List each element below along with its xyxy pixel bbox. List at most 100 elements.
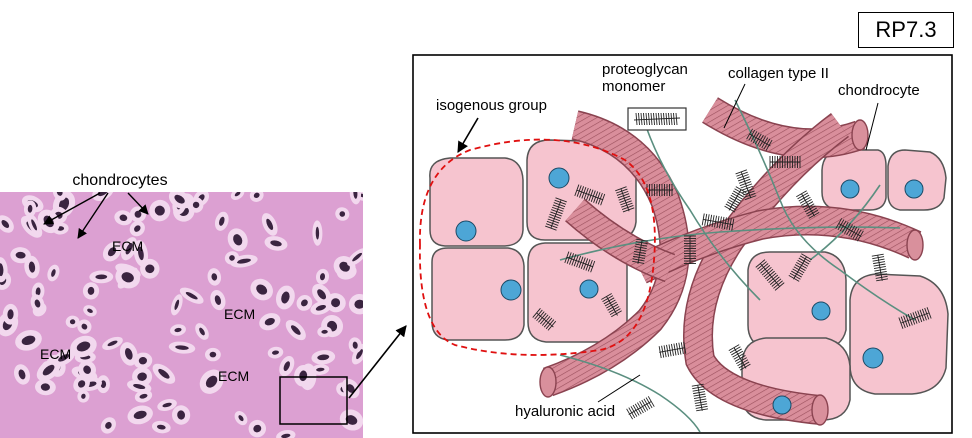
lacuna-nucleus — [58, 354, 70, 362]
chondrocyte-label: chondrocyte — [838, 82, 920, 99]
lacuna-nucleus — [315, 304, 326, 311]
lacuna-nucleus — [1, 220, 10, 228]
ecm-label-1: ECM — [112, 238, 143, 254]
nucleus-7 — [811, 301, 831, 321]
proteoglycan-monomer — [728, 344, 751, 371]
lacuna-nucleus — [40, 383, 50, 391]
lacuna-nucleus — [331, 298, 341, 308]
chondrocyte-cell-2 — [526, 139, 637, 241]
lacuna-nucleus — [28, 261, 36, 273]
lacuna-nucleus — [121, 272, 134, 283]
lacuna-nucleus — [134, 225, 141, 232]
lacuna-nucleus — [174, 299, 180, 310]
lacuna-nucleus — [174, 327, 182, 333]
cells — [429, 139, 949, 421]
lacuna-nucleus — [270, 240, 282, 247]
lacuna-nucleus — [266, 218, 274, 231]
nucleus-6 — [904, 179, 924, 199]
ecm-label-3: ECM — [40, 346, 71, 362]
lacuna-nucleus — [315, 226, 320, 240]
lacuna-nucleus — [21, 335, 36, 345]
lacuna-nucleus — [281, 291, 290, 304]
proteoglycan-monomer — [701, 213, 735, 231]
lacuna-nucleus — [87, 286, 95, 295]
lacuna-nucleus — [253, 192, 260, 198]
proteoglycan-monomer — [626, 396, 655, 420]
lacuna-nucleus — [107, 340, 118, 347]
nucleus-8 — [862, 347, 884, 369]
lacuna-nucleus — [158, 368, 170, 379]
lacuna-nucleus — [15, 251, 26, 259]
proteoglycan-monomer — [746, 128, 773, 151]
lacuna-nucleus — [154, 205, 165, 216]
lacuna-nucleus — [105, 421, 112, 429]
lacuna-nucleus — [319, 273, 326, 281]
lacuna-nucleus — [77, 380, 86, 388]
proteoglycan-monomer — [564, 251, 596, 273]
lacuna-nucleus — [81, 393, 86, 399]
lacuna-nucleus — [83, 365, 91, 374]
lacuna-nucleus — [192, 201, 200, 209]
lacuna-nucleus — [229, 255, 235, 261]
lacuna-nucleus — [356, 349, 363, 360]
nucleus-4 — [579, 279, 599, 299]
lacuna-nucleus — [199, 327, 205, 336]
hyaluronic-leader — [597, 374, 641, 403]
lacuna-nucleus — [139, 393, 148, 399]
lacuna-nucleus — [133, 383, 146, 390]
lacuna-nucleus — [339, 211, 346, 217]
lacuna-nucleus — [321, 329, 328, 334]
collagen-label: collagen type II — [728, 65, 829, 82]
proteoglycan-monomer — [601, 293, 622, 318]
lacuna-nucleus — [301, 299, 308, 307]
collagen-fiber — [633, 207, 921, 283]
proteoglycan-monomer — [871, 253, 889, 282]
chondrocyte-cell-5 — [821, 149, 887, 211]
chondrocyte-leader — [865, 102, 879, 151]
lacuna-nucleus — [35, 287, 41, 296]
lacuna-nucleus — [27, 204, 33, 213]
proteoglycan-monomer — [724, 186, 747, 213]
lacuna-nucleus — [253, 424, 262, 433]
proteoglycan-monomer — [532, 308, 557, 331]
lacuna-nucleus — [76, 341, 91, 352]
proteoglycan-monomer — [615, 186, 635, 213]
ecm-label-4: ECM — [218, 368, 249, 384]
chondrocytes-arrows — [43, 192, 149, 239]
chondrocyte-cell-1 — [429, 157, 524, 247]
lacuna-nucleus — [125, 242, 133, 255]
lacuna-nucleus — [177, 410, 186, 420]
lacuna-nucleus — [31, 219, 37, 231]
collagen-fibers — [539, 97, 924, 426]
nucleus-2 — [548, 167, 570, 189]
lacuna-nucleus — [175, 345, 189, 350]
lacuna-nucleus — [145, 264, 155, 274]
lacuna-nucleus — [138, 356, 147, 365]
nucleus-3 — [500, 279, 522, 301]
lacuna-nucleus — [56, 192, 63, 196]
lacuna-nucleus — [119, 214, 128, 222]
proteoglycan-label-line1: proteoglycan — [602, 61, 688, 78]
lacunae-field — [0, 192, 363, 438]
lacuna-nucleus — [219, 216, 225, 226]
lacuna-nucleus — [97, 192, 109, 197]
proteoglycan-monomer — [898, 307, 932, 329]
lacuna-nucleus — [346, 384, 355, 393]
ecm-label-2: ECM — [224, 306, 255, 322]
lacuna-nucleus — [234, 192, 241, 197]
lacuna-nucleus — [34, 299, 41, 308]
lacuna-nucleus — [233, 234, 243, 246]
fiber-end-cap — [539, 366, 557, 398]
lacuna-nucleus — [137, 372, 147, 381]
histology-micrograph — [0, 192, 363, 438]
lacuna-nucleus — [0, 263, 4, 277]
proteoglycan-monomer — [658, 341, 687, 359]
lacuna-nucleus — [107, 247, 117, 257]
lacuna-nucleus — [339, 261, 350, 272]
chondrocyte-cell-3 — [431, 247, 525, 341]
lacuna-nucleus — [354, 299, 363, 309]
proteoglycan-monomer — [632, 238, 649, 264]
lacuna-nucleus — [316, 367, 325, 372]
lacuna-nucleus — [95, 274, 108, 280]
